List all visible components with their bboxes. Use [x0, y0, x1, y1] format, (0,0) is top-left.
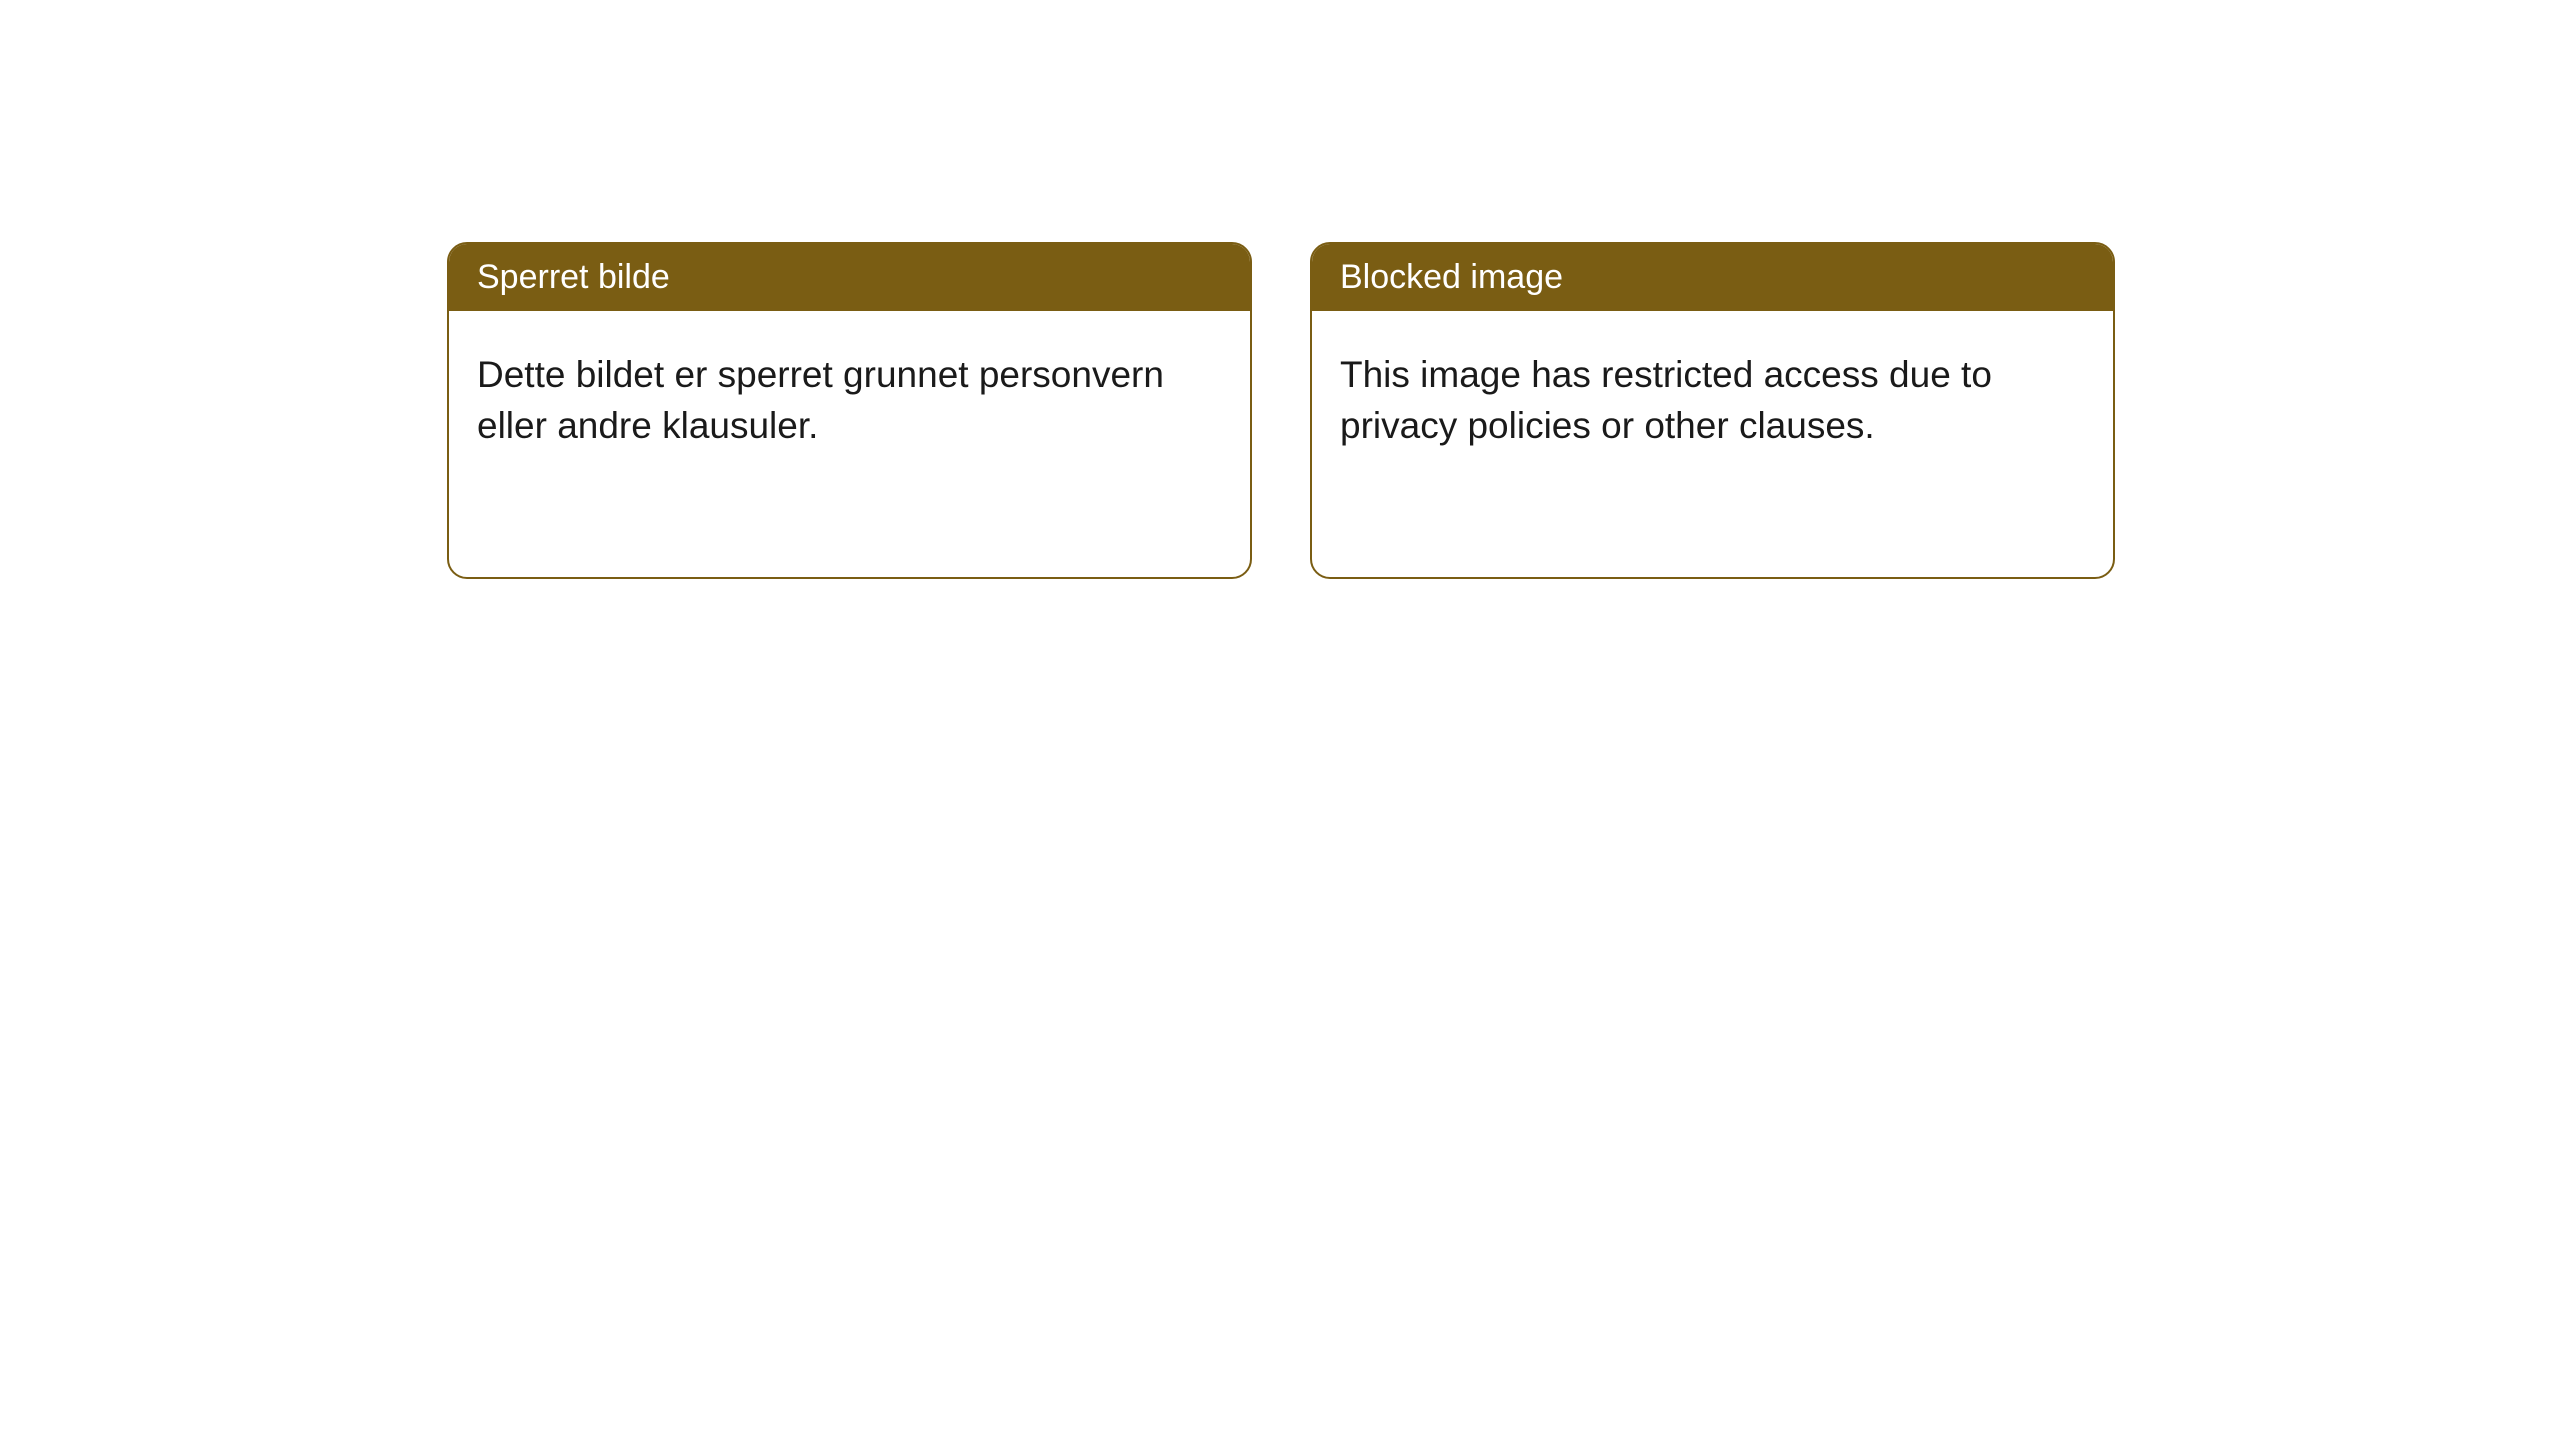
notice-card-body: This image has restricted access due to … — [1312, 311, 2113, 489]
notice-card-body: Dette bildet er sperret grunnet personve… — [449, 311, 1250, 489]
notice-body-text: Dette bildet er sperret grunnet personve… — [477, 354, 1164, 446]
notice-cards-container: Sperret bilde Dette bildet er sperret gr… — [447, 242, 2115, 579]
notice-card-title: Blocked image — [1312, 244, 2113, 311]
notice-title-text: Blocked image — [1340, 258, 1563, 296]
notice-card-title: Sperret bilde — [449, 244, 1250, 311]
notice-body-text: This image has restricted access due to … — [1340, 354, 1992, 446]
notice-card-english: Blocked image This image has restricted … — [1310, 242, 2115, 579]
notice-card-norwegian: Sperret bilde Dette bildet er sperret gr… — [447, 242, 1252, 579]
notice-title-text: Sperret bilde — [477, 258, 670, 296]
